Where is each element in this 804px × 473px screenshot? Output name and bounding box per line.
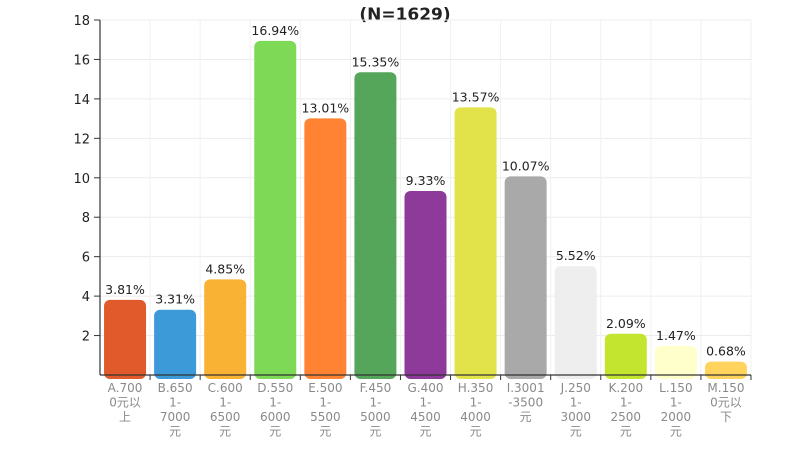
data-label: 3.31% (155, 292, 195, 307)
x-tick-label: B.650 (158, 381, 193, 395)
x-tick-label: 2000 (661, 410, 692, 424)
x-tick-label: 元 (369, 425, 381, 439)
x-tick-label: C.600 (208, 381, 243, 395)
x-tick-label: 1- (269, 396, 281, 410)
y-tick-label: 16 (73, 53, 90, 68)
bar[interactable] (104, 299, 147, 379)
data-label: 2.09% (606, 316, 646, 331)
y-tick-label: 12 (73, 132, 90, 147)
x-tick-label: 1- (420, 396, 432, 410)
x-tick-label: 3000 (560, 410, 591, 424)
x-tick-label: 2500 (611, 410, 642, 424)
y-tick-label: 6 (82, 251, 90, 266)
grid (100, 19, 752, 375)
x-tick-label: 1- (369, 396, 381, 410)
data-label: 13.01% (302, 100, 350, 115)
bar[interactable] (604, 333, 647, 379)
x-tick-label: 元 (219, 425, 231, 439)
x-tick-label: 元 (470, 425, 482, 439)
bar[interactable] (154, 309, 197, 379)
x-tick-label: 1- (570, 396, 582, 410)
x-tick-label: L.150 (659, 381, 692, 395)
bar[interactable] (504, 176, 547, 379)
data-label: 0.68% (706, 344, 746, 359)
data-label: 1.47% (656, 328, 696, 343)
x-tick-label: 4500 (410, 410, 441, 424)
x-tick-label: 6500 (210, 410, 241, 424)
x-tick-label: -3500 (508, 396, 543, 410)
x-tick-label: K.200 (609, 381, 644, 395)
x-tick-label: 1- (670, 396, 682, 410)
bars: 3.81% 3.31% 4.85% 16.94% 13.01% 15.35% 9.33% 13… (104, 23, 747, 380)
bar[interactable] (654, 346, 697, 379)
bar[interactable] (304, 118, 347, 380)
x-tick-label: J.250 (560, 381, 591, 395)
x-tick-label: 上 (119, 410, 131, 424)
data-label: 16.94% (251, 23, 299, 38)
bar[interactable] (254, 40, 297, 380)
x-tick-label: 元 (169, 425, 181, 439)
data-label: 15.35% (352, 54, 400, 69)
data-label: 4.85% (205, 261, 245, 276)
x-tick-label: 元 (570, 425, 582, 439)
x-tick-label: E.500 (308, 381, 342, 395)
bar[interactable] (454, 107, 497, 379)
x-tick-label: 元 (319, 425, 331, 439)
x-tick-label: H.350 (458, 381, 494, 395)
x-tick-label: D.550 (257, 381, 293, 395)
x-tick-label: 下 (720, 410, 732, 424)
x-tick-label: 元 (269, 425, 281, 439)
x-tick-label: 4000 (460, 410, 491, 424)
bar[interactable] (704, 361, 747, 379)
x-tick-label: 元 (419, 425, 431, 439)
x-tick-label: 1- (620, 396, 632, 410)
data-label: 10.07% (502, 158, 550, 173)
x-tick-label: 元 (620, 425, 632, 439)
chart-title: (N=1629) (359, 5, 450, 25)
data-label: 3.81% (105, 282, 145, 297)
x-tick-label: F.450 (360, 381, 392, 395)
bar[interactable] (204, 279, 247, 379)
x-tick-label: 5000 (360, 410, 391, 424)
data-label: 13.57% (452, 89, 500, 104)
x-tick-label: 1- (219, 396, 231, 410)
x-tick-label: G.400 (407, 381, 443, 395)
bar[interactable] (554, 266, 597, 379)
axes: 24681012141618A.7000元以上B.6501-7000元C.600… (73, 14, 752, 439)
y-tick-label: 18 (73, 14, 90, 29)
x-tick-label: 1- (169, 396, 181, 410)
x-tick-label: 元 (520, 410, 532, 424)
x-tick-label: 5500 (310, 410, 341, 424)
bar[interactable] (354, 72, 397, 379)
y-tick-label: 4 (82, 290, 90, 305)
x-tick-label: 1- (319, 396, 331, 410)
x-tick-label: 6000 (260, 410, 291, 424)
y-tick-label: 14 (73, 93, 90, 108)
x-tick-label: 1- (470, 396, 482, 410)
y-tick-label: 10 (73, 172, 90, 187)
data-label: 5.52% (556, 248, 596, 263)
bar[interactable] (404, 190, 447, 379)
x-tick-label: M.150 (707, 381, 744, 395)
data-label: 9.33% (406, 173, 446, 188)
y-tick-label: 2 (82, 330, 90, 345)
x-tick-label: 7000 (160, 410, 191, 424)
x-tick-label: I.3001 (507, 381, 545, 395)
x-tick-label: 0元以 (109, 396, 141, 410)
x-tick-label: A.700 (108, 381, 143, 395)
x-tick-label: 0元以 (710, 396, 742, 410)
y-tick-label: 8 (82, 211, 90, 226)
x-tick-label: 元 (670, 425, 682, 439)
